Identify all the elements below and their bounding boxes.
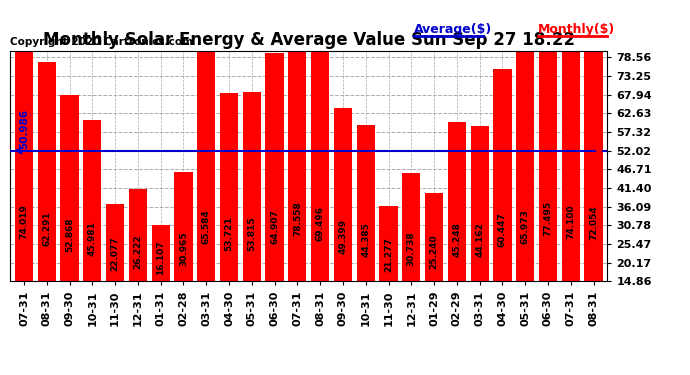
Bar bbox=[61, 96, 79, 281]
Bar bbox=[357, 125, 375, 281]
Bar bbox=[152, 225, 170, 281]
Text: 74.019: 74.019 bbox=[19, 204, 28, 238]
Title: Monthly Solar Energy & Average Value Sun Sep 27 18:22: Monthly Solar Energy & Average Value Sun… bbox=[43, 31, 575, 49]
Text: 26.222: 26.222 bbox=[133, 234, 142, 269]
Text: 53.721: 53.721 bbox=[224, 217, 233, 251]
Bar bbox=[220, 93, 238, 281]
Text: 45.981: 45.981 bbox=[88, 221, 97, 256]
Bar bbox=[175, 172, 193, 281]
Bar bbox=[562, 21, 580, 281]
Bar bbox=[516, 50, 534, 281]
Text: Average($): Average($) bbox=[414, 22, 492, 36]
Text: 65.973: 65.973 bbox=[521, 209, 530, 244]
Text: 78.558: 78.558 bbox=[293, 201, 302, 236]
Text: 77.495: 77.495 bbox=[544, 201, 553, 236]
Text: 30.738: 30.738 bbox=[407, 231, 416, 266]
Text: 52.868: 52.868 bbox=[65, 217, 74, 252]
Text: 22.077: 22.077 bbox=[110, 237, 119, 272]
Text: 72.054: 72.054 bbox=[589, 205, 598, 240]
Bar bbox=[539, 9, 557, 281]
Text: 21.277: 21.277 bbox=[384, 237, 393, 272]
Text: 44.385: 44.385 bbox=[362, 222, 371, 257]
Bar bbox=[106, 204, 124, 281]
Text: 65.584: 65.584 bbox=[201, 209, 210, 244]
Bar bbox=[425, 193, 443, 281]
Text: 16.107: 16.107 bbox=[156, 241, 165, 275]
Bar bbox=[83, 120, 101, 281]
Bar bbox=[266, 53, 284, 281]
Bar bbox=[38, 62, 56, 281]
Bar bbox=[288, 5, 306, 281]
Bar bbox=[448, 122, 466, 281]
Bar bbox=[197, 51, 215, 281]
Bar bbox=[584, 28, 602, 281]
Text: 25.240: 25.240 bbox=[430, 235, 439, 269]
Bar bbox=[402, 173, 420, 281]
Bar bbox=[334, 108, 352, 281]
Bar bbox=[311, 37, 329, 281]
Bar bbox=[380, 207, 397, 281]
Text: 44.162: 44.162 bbox=[475, 223, 484, 258]
Text: 30.965: 30.965 bbox=[179, 231, 188, 266]
Bar bbox=[471, 126, 489, 281]
Text: Monthly($): Monthly($) bbox=[538, 22, 615, 36]
Text: 64.907: 64.907 bbox=[270, 210, 279, 244]
Text: 45.248: 45.248 bbox=[453, 222, 462, 257]
Text: 60.447: 60.447 bbox=[498, 212, 507, 247]
Text: 53.815: 53.815 bbox=[247, 217, 256, 251]
Bar bbox=[15, 21, 33, 281]
Text: 69.496: 69.496 bbox=[315, 206, 325, 242]
Bar bbox=[243, 92, 261, 281]
Text: 50.986: 50.986 bbox=[19, 109, 29, 149]
Text: 49.399: 49.399 bbox=[339, 219, 348, 254]
Bar bbox=[129, 189, 147, 281]
Text: Copyright 2020 Cartronics.com: Copyright 2020 Cartronics.com bbox=[10, 37, 193, 47]
Bar bbox=[493, 69, 511, 281]
Text: 62.291: 62.291 bbox=[42, 211, 51, 246]
Text: 74.100: 74.100 bbox=[566, 204, 575, 238]
Text: 50.986: 50.986 bbox=[589, 109, 598, 149]
